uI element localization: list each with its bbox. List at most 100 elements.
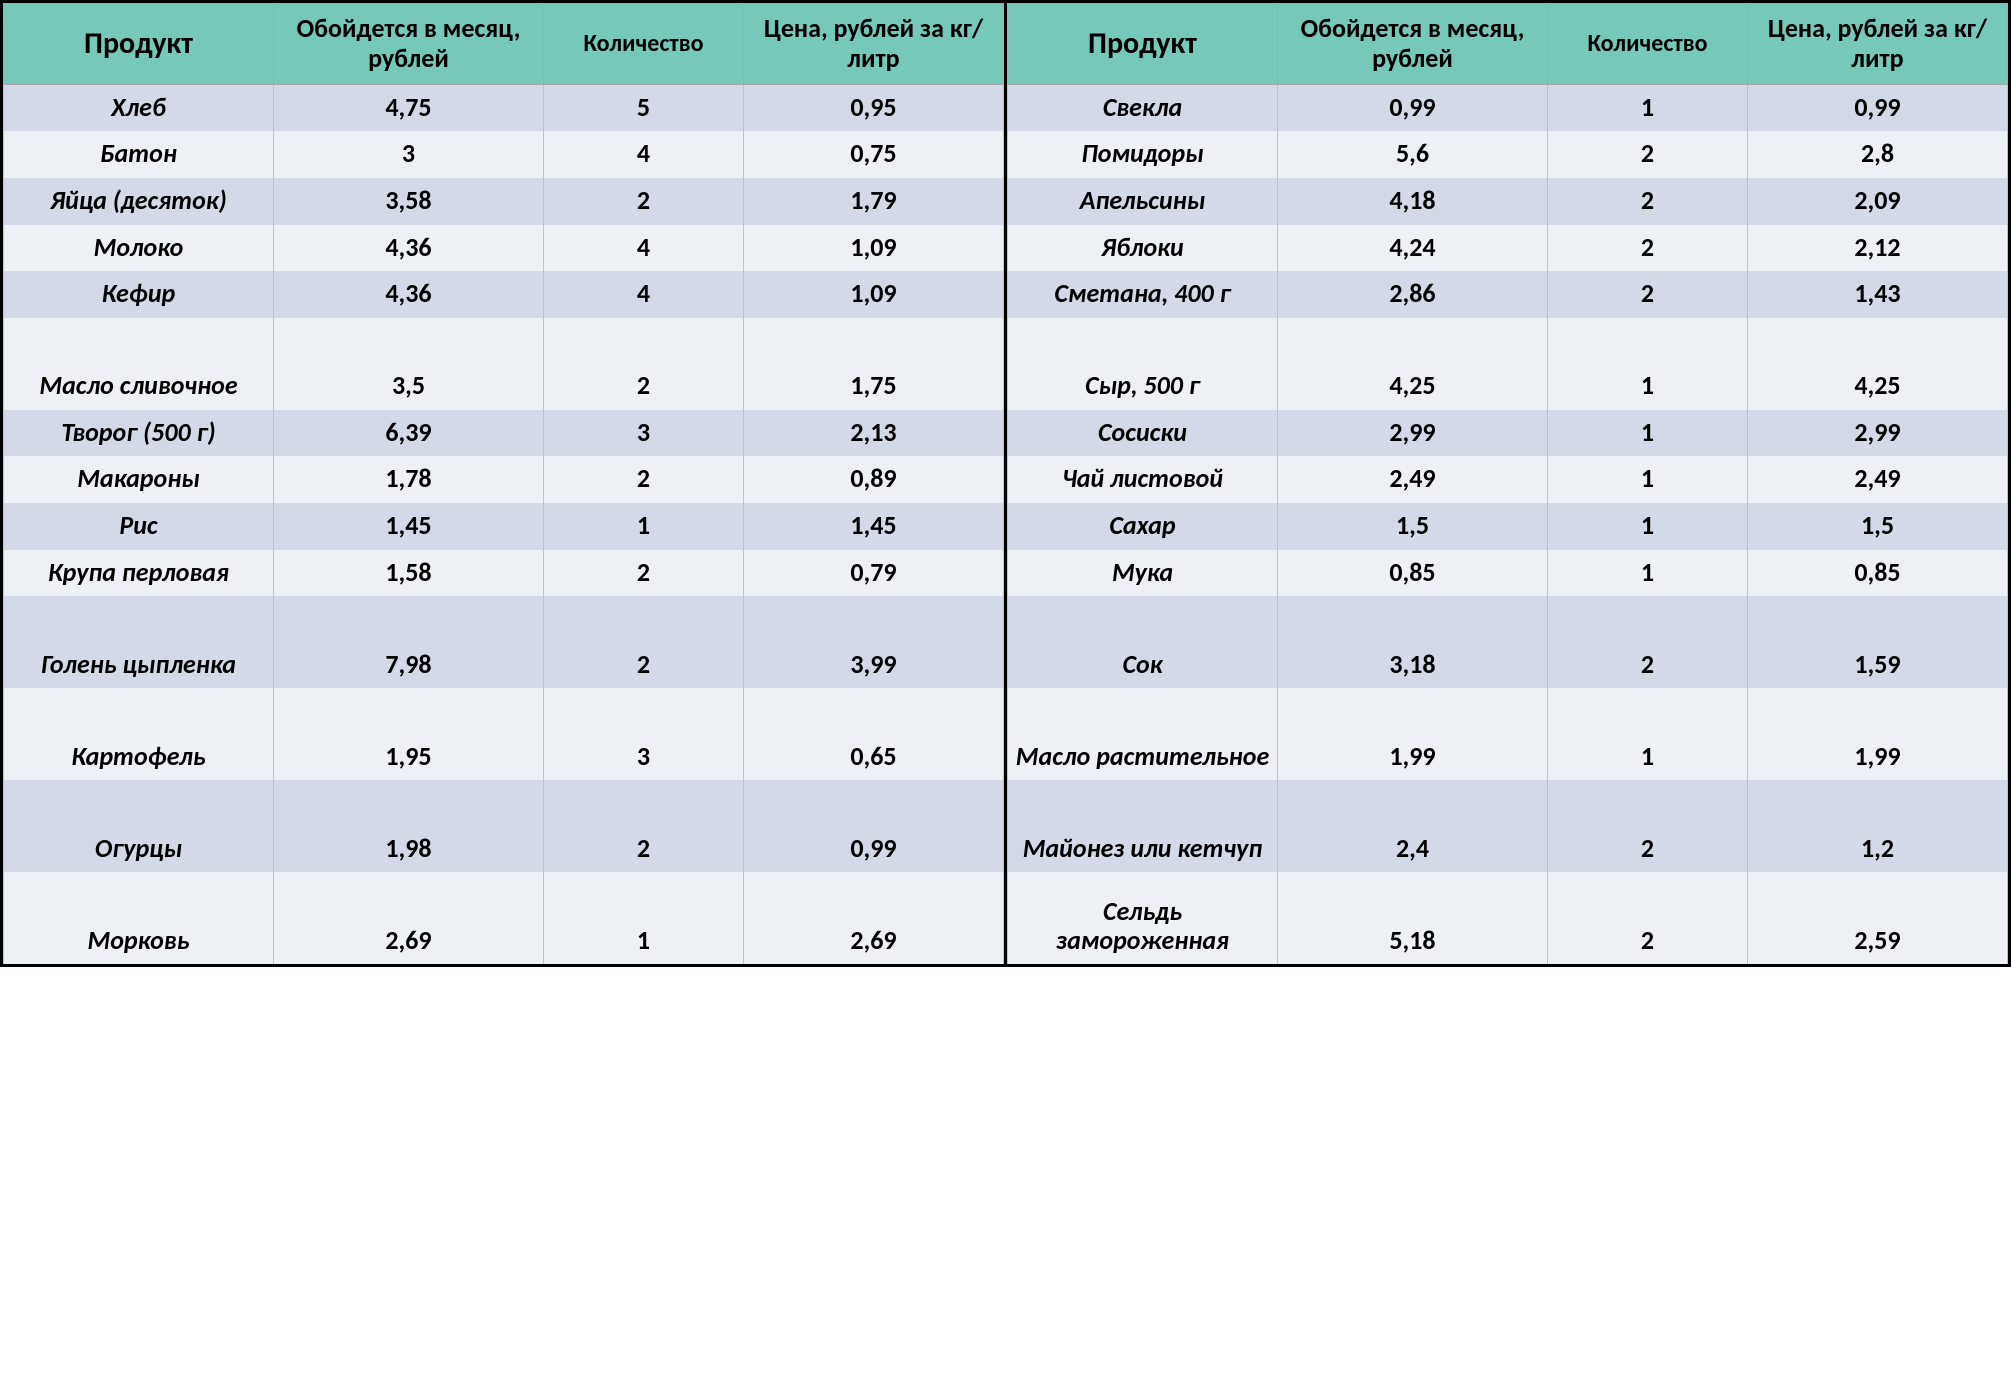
cell-cost: 3,5 <box>274 318 544 410</box>
cell-cost: 1,99 <box>1278 688 1548 780</box>
table-row: Майонез или кетчуп2,421,2 <box>1008 780 2008 872</box>
price-table-right: Продукт Обойдется в месяц, рублей Количе… <box>1007 3 2008 964</box>
table-row: Свекла0,9910,99 <box>1008 84 2008 131</box>
cell-qty: 1 <box>1548 410 1748 457</box>
cell-price: 1,5 <box>1748 503 2008 550</box>
cell-cost: 0,85 <box>1278 550 1548 597</box>
table-row: Масло растительное1,9911,99 <box>1008 688 2008 780</box>
table-row: Кефир4,3641,09 <box>4 271 1004 318</box>
cell-cost: 7,98 <box>274 596 544 688</box>
cell-price: 0,99 <box>1748 84 2008 131</box>
cell-cost: 4,25 <box>1278 318 1548 410</box>
cell-price: 0,75 <box>744 131 1004 178</box>
cell-price: 2,59 <box>1748 872 2008 964</box>
cell-cost: 5,18 <box>1278 872 1548 964</box>
cell-qty: 2 <box>1548 596 1748 688</box>
cell-product: Сок <box>1008 596 1278 688</box>
table-row: Сельдь замороженная5,1822,59 <box>1008 872 2008 964</box>
table-row: Макароны1,7820,89 <box>4 456 1004 503</box>
cell-cost: 1,58 <box>274 550 544 597</box>
cell-cost: 3 <box>274 131 544 178</box>
cell-product: Молоко <box>4 225 274 272</box>
table-right-half: Продукт Обойдется в месяц, рублей Количе… <box>1007 3 2008 964</box>
cell-product: Сыр, 500 г <box>1008 318 1278 410</box>
cell-price: 2,12 <box>1748 225 2008 272</box>
cell-cost: 0,99 <box>1278 84 1548 131</box>
table-row: Мука0,8510,85 <box>1008 550 2008 597</box>
cell-qty: 2 <box>1548 872 1748 964</box>
cell-qty: 1 <box>1548 688 1748 780</box>
cell-product: Сельдь замороженная <box>1008 872 1278 964</box>
price-table-left: Продукт Обойдется в месяц, рублей Количе… <box>3 3 1004 964</box>
table-row: Творог (500 г)6,3932,13 <box>4 410 1004 457</box>
cell-qty: 2 <box>544 318 744 410</box>
cell-qty: 1 <box>1548 503 1748 550</box>
cell-price: 1,09 <box>744 271 1004 318</box>
cell-product: Крупа перловая <box>4 550 274 597</box>
cell-qty: 1 <box>544 872 744 964</box>
cell-cost: 6,39 <box>274 410 544 457</box>
cell-cost: 1,98 <box>274 780 544 872</box>
cell-price: 2,99 <box>1748 410 2008 457</box>
cell-qty: 1 <box>1548 550 1748 597</box>
cell-product: Яблоки <box>1008 225 1278 272</box>
table-row: Апельсины4,1822,09 <box>1008 178 2008 225</box>
table-row: Голень цыпленка7,9823,99 <box>4 596 1004 688</box>
table-row: Яблоки4,2422,12 <box>1008 225 2008 272</box>
table-row: Яйца (десяток)3,5821,79 <box>4 178 1004 225</box>
cell-cost: 1,45 <box>274 503 544 550</box>
table-row: Крупа перловая1,5820,79 <box>4 550 1004 597</box>
cell-qty: 2 <box>1548 780 1748 872</box>
col-header-price: Цена, рублей за кг/литр <box>1748 4 2008 85</box>
price-table-container: Продукт Обойдется в месяц, рублей Количе… <box>0 0 2011 967</box>
cell-price: 1,2 <box>1748 780 2008 872</box>
cell-qty: 2 <box>1548 131 1748 178</box>
cell-price: 0,65 <box>744 688 1004 780</box>
table-row: Чай листовой2,4912,49 <box>1008 456 2008 503</box>
table-left-half: Продукт Обойдется в месяц, рублей Количе… <box>3 3 1007 964</box>
cell-product: Сахар <box>1008 503 1278 550</box>
cell-product: Майонез или кетчуп <box>1008 780 1278 872</box>
cell-qty: 2 <box>544 456 744 503</box>
cell-cost: 4,75 <box>274 84 544 131</box>
cell-qty: 1 <box>1548 84 1748 131</box>
cell-product: Свекла <box>1008 84 1278 131</box>
cell-qty: 2 <box>1548 178 1748 225</box>
cell-cost: 4,24 <box>1278 225 1548 272</box>
cell-cost: 5,6 <box>1278 131 1548 178</box>
cell-product: Сосиски <box>1008 410 1278 457</box>
cell-price: 1,09 <box>744 225 1004 272</box>
cell-product: Хлеб <box>4 84 274 131</box>
cell-product: Огурцы <box>4 780 274 872</box>
cell-qty: 5 <box>544 84 744 131</box>
table-row: Помидоры5,622,8 <box>1008 131 2008 178</box>
table-row: Сахар1,511,5 <box>1008 503 2008 550</box>
cell-cost: 3,18 <box>1278 596 1548 688</box>
cell-price: 0,85 <box>1748 550 2008 597</box>
cell-cost: 2,99 <box>1278 410 1548 457</box>
cell-product: Сметана, 400 г <box>1008 271 1278 318</box>
col-header-product: Продукт <box>1008 4 1278 85</box>
table-row: Батон340,75 <box>4 131 1004 178</box>
cell-price: 1,59 <box>1748 596 2008 688</box>
table-row: Масло сливочное3,521,75 <box>4 318 1004 410</box>
cell-price: 2,69 <box>744 872 1004 964</box>
cell-qty: 1 <box>1548 318 1748 410</box>
cell-product: Апельсины <box>1008 178 1278 225</box>
col-header-product: Продукт <box>4 4 274 85</box>
cell-qty: 2 <box>544 780 744 872</box>
cell-product: Яйца (десяток) <box>4 178 274 225</box>
cell-price: 3,99 <box>744 596 1004 688</box>
cell-cost: 4,36 <box>274 271 544 318</box>
cell-cost: 4,36 <box>274 225 544 272</box>
cell-qty: 2 <box>1548 271 1748 318</box>
cell-cost: 2,69 <box>274 872 544 964</box>
cell-price: 2,09 <box>1748 178 2008 225</box>
table-row: Хлеб4,7550,95 <box>4 84 1004 131</box>
table-row: Сыр, 500 г4,2514,25 <box>1008 318 2008 410</box>
cell-qty: 3 <box>544 688 744 780</box>
cell-qty: 2 <box>544 178 744 225</box>
cell-price: 2,8 <box>1748 131 2008 178</box>
cell-qty: 1 <box>544 503 744 550</box>
table-row: Молоко4,3641,09 <box>4 225 1004 272</box>
